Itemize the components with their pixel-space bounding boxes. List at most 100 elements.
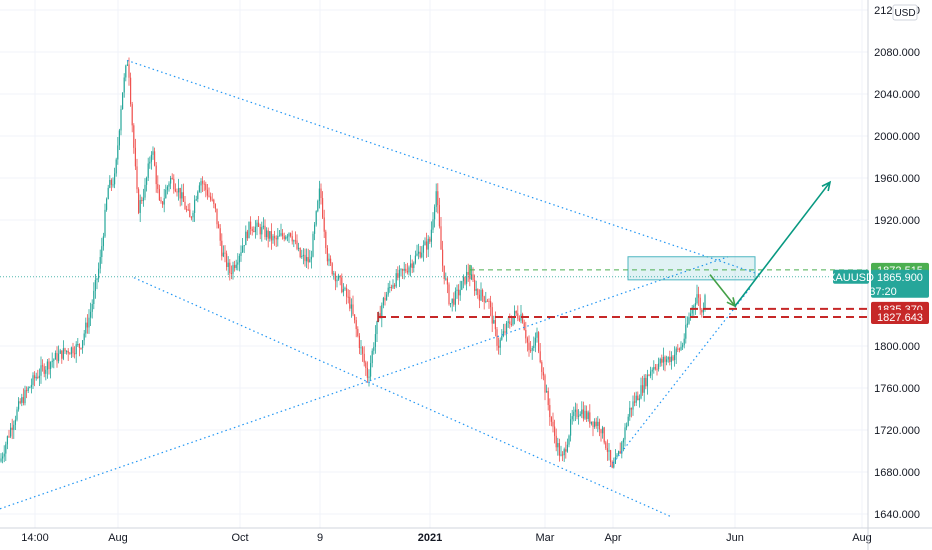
candle-body xyxy=(106,199,108,210)
candle-body xyxy=(533,345,535,349)
candle-body xyxy=(128,64,130,78)
candle-body xyxy=(659,358,661,364)
candle-body xyxy=(389,287,391,289)
candle-body xyxy=(75,344,77,355)
candle-body xyxy=(139,200,141,213)
candle-body xyxy=(320,188,322,199)
candle-body xyxy=(219,228,221,241)
symbol-tag: XAUUSD xyxy=(828,272,874,284)
candle-body xyxy=(118,130,120,146)
candle-body xyxy=(456,289,458,291)
candle-body xyxy=(637,395,639,401)
candle-body xyxy=(438,205,440,227)
candle-body xyxy=(478,294,480,301)
candle-body xyxy=(536,332,538,338)
candle-body xyxy=(611,462,613,468)
candle-body xyxy=(299,247,301,258)
candle-body xyxy=(475,289,477,291)
candle-body xyxy=(272,236,274,241)
candle-body xyxy=(627,416,629,426)
candle-body xyxy=(2,456,4,459)
symbol-tag-box xyxy=(833,269,869,284)
projection-arrow-up-head xyxy=(821,180,832,192)
candle-body xyxy=(274,236,276,239)
candle-body xyxy=(166,186,168,190)
candle-body xyxy=(400,269,402,271)
resistance-zone-box[interactable] xyxy=(627,256,756,281)
candle-body xyxy=(675,348,677,355)
candle-body xyxy=(56,352,58,362)
candle-body xyxy=(650,371,652,376)
candle-body xyxy=(173,178,175,190)
last-price-tag-box xyxy=(871,269,929,298)
candle-body xyxy=(597,421,599,426)
candle-body xyxy=(80,347,82,349)
candle-body xyxy=(64,348,66,352)
candle-body xyxy=(283,236,285,239)
candle-body xyxy=(542,371,544,376)
candle-body xyxy=(522,314,524,323)
candle-body xyxy=(614,457,616,464)
candle-body xyxy=(122,92,124,110)
candle-body xyxy=(483,296,485,302)
candle-body xyxy=(328,258,330,262)
candle-body xyxy=(451,298,453,304)
candle-body xyxy=(45,369,47,374)
candle-body xyxy=(654,367,656,369)
candle-body xyxy=(568,435,570,445)
candle-body xyxy=(326,248,328,262)
candle-body xyxy=(285,236,287,239)
candle-body xyxy=(157,184,159,189)
candle-body xyxy=(350,304,352,309)
candle-body xyxy=(250,221,252,229)
candle-body xyxy=(10,427,12,437)
projection-arrow-up[interactable] xyxy=(734,181,831,307)
candle-body xyxy=(586,410,588,419)
candle-body xyxy=(27,387,29,391)
trendline[interactable] xyxy=(0,256,729,510)
candle-body xyxy=(677,348,679,350)
x-tick-label: 9 xyxy=(317,532,323,544)
candle-body xyxy=(83,333,85,341)
candle-body xyxy=(317,200,319,212)
candle-body xyxy=(162,201,164,205)
candle-body xyxy=(152,151,154,155)
candle-body xyxy=(525,329,527,339)
candle-body xyxy=(691,307,693,314)
candle-body xyxy=(26,390,28,392)
candle-body xyxy=(98,268,100,279)
candle-body xyxy=(206,189,208,196)
candle-body xyxy=(584,410,586,419)
candle-body xyxy=(355,320,357,330)
candle-body xyxy=(267,230,269,239)
candle-body xyxy=(674,354,676,360)
candlestick-series xyxy=(0,57,706,469)
candle-body xyxy=(229,262,231,274)
countdown-label: 37:20 xyxy=(869,286,897,298)
candle-body xyxy=(357,329,359,336)
candle-body xyxy=(174,189,176,192)
projection-arrow-down[interactable] xyxy=(709,274,736,307)
drawing-overlays[interactable] xyxy=(0,59,868,518)
candle-body xyxy=(595,421,597,426)
candle-body xyxy=(310,256,312,260)
trendline[interactable] xyxy=(609,287,751,468)
candle-body xyxy=(602,427,604,434)
candle-body xyxy=(110,180,112,185)
candle-body xyxy=(576,409,578,417)
candle-body xyxy=(498,345,500,348)
candle-body xyxy=(186,209,188,211)
candle-body xyxy=(147,163,149,178)
candle-body xyxy=(366,367,368,378)
candle-body xyxy=(477,289,479,295)
candle-body xyxy=(107,187,109,200)
candle-body xyxy=(251,228,253,232)
candle-body xyxy=(270,231,272,241)
trendline[interactable] xyxy=(133,277,673,518)
x-tick-label: Aug xyxy=(108,532,128,544)
trendline[interactable] xyxy=(126,59,761,276)
candle-body xyxy=(5,444,7,454)
candle-body xyxy=(150,154,152,162)
candle-body xyxy=(342,289,344,293)
